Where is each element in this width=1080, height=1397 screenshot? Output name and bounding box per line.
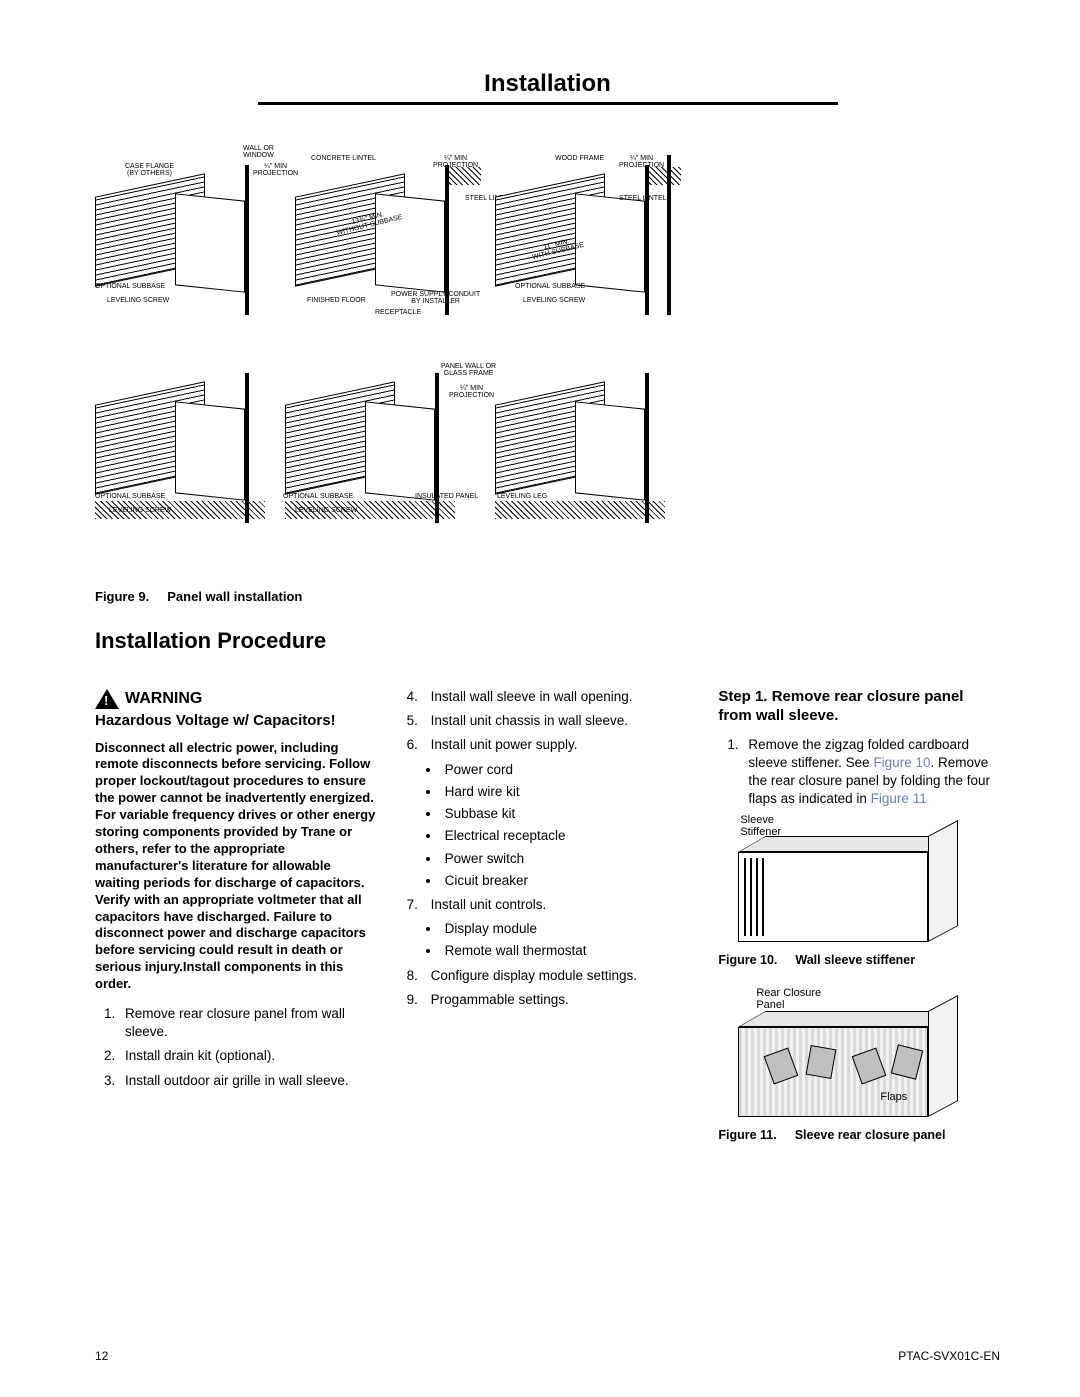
list-number: 9. bbox=[407, 991, 431, 1009]
list-number: 7. bbox=[407, 896, 431, 914]
list-item: Remove rear closure panel from wall slee… bbox=[119, 1005, 377, 1041]
figure-10-ref: Figure 10 bbox=[873, 755, 930, 770]
figure-10-caption: Figure 10. Wall sleeve stiffener bbox=[718, 952, 1000, 969]
figure-11-caption-text: Sleeve rear closure panel bbox=[795, 1127, 946, 1144]
label-power-supply: POWER SUPPLY CONDUITBY INSTALLER bbox=[391, 291, 480, 306]
list-number: 4. bbox=[407, 688, 431, 706]
list-item: Hard wire kit bbox=[441, 783, 689, 801]
list-item: Install unit power supply. bbox=[431, 736, 578, 754]
doc-id: PTAC-SVX01C-EN bbox=[898, 1349, 1000, 1363]
column-3: Step 1. Remove rear closure panel from w… bbox=[718, 688, 1000, 1144]
figure-11-ref: Figure 11 bbox=[871, 791, 927, 806]
label-receptacle: RECEPTACLE bbox=[375, 309, 421, 316]
label-optional-subbase-3: OPTIONAL SUBBASE bbox=[95, 493, 165, 500]
warning-triangle-icon bbox=[95, 689, 119, 709]
label-wall-or-window: WALL ORWINDOW bbox=[243, 145, 274, 160]
label-concrete-lintel: CONCRETE LINTEL bbox=[311, 155, 376, 162]
step-1-list: Remove the zigzag folded cardboard sleev… bbox=[718, 736, 1000, 809]
list-item: Electrical receptacle bbox=[441, 827, 689, 845]
list-item: Progammable settings. bbox=[431, 991, 569, 1009]
step-1-title: Step 1. Remove rear closure panel from w… bbox=[718, 688, 1000, 726]
figure-9-caption-prefix: Figure 9. bbox=[95, 589, 149, 604]
label-wood-frame: WOOD FRAME bbox=[555, 155, 604, 162]
warning-header: WARNING bbox=[95, 688, 377, 710]
section-title: Installation Procedure bbox=[95, 628, 1000, 654]
figure-9-diagram: WALL ORWINDOW CASE FLANGE(BY OTHERS) ¼" … bbox=[95, 145, 1000, 575]
list-item: Configure display module settings. bbox=[431, 967, 637, 985]
list-item: Install outdoor air grille in wall sleev… bbox=[119, 1072, 377, 1090]
label-steel-lintel-2: STEEL LINTEL bbox=[619, 195, 667, 202]
label-finished-floor: FINISHED FLOOR bbox=[307, 297, 366, 304]
list-item: Cicuit breaker bbox=[441, 872, 689, 890]
label-quarter-min-proj-4: ¼" MINPROJECTION bbox=[449, 385, 494, 400]
list-item: Install unit chassis in wall sleeve. bbox=[431, 712, 628, 730]
label-leveling-screw-4: LEVELING SCREW bbox=[295, 507, 357, 514]
list-item: Power cord bbox=[441, 761, 689, 779]
label-optional-subbase-4: OPTIONAL SUBBASE bbox=[283, 493, 353, 500]
figure-10: SleeveStiffener bbox=[718, 818, 1000, 946]
list-number: 8. bbox=[407, 967, 431, 985]
page-title: Installation bbox=[258, 70, 838, 105]
content-columns: WARNING Hazardous Voltage w/ Capacitors!… bbox=[95, 688, 1000, 1144]
label-leveling-screw-1: LEVELING SCREW bbox=[107, 297, 169, 304]
figure-10-caption-prefix: Figure 10. bbox=[718, 952, 777, 969]
column-1: WARNING Hazardous Voltage w/ Capacitors!… bbox=[95, 688, 377, 1144]
list-item: Install unit controls. bbox=[431, 896, 547, 914]
label-panel-wall-or-glass: PANEL WALL ORGLASS FRAME bbox=[441, 363, 496, 378]
list-item: Subbase kit bbox=[441, 805, 689, 823]
label-leveling-screw-2: LEVELING SCREW bbox=[523, 297, 585, 304]
list-item: Remote wall thermostat bbox=[441, 942, 689, 960]
figure-11-drawing: Flaps bbox=[738, 1011, 958, 1121]
figure-11-flaps-label: Flaps bbox=[880, 1091, 907, 1103]
warning-body: Disconnect all electric power, including… bbox=[95, 740, 377, 993]
list-item: Power switch bbox=[441, 850, 689, 868]
figure-9-caption: Figure 9. Panel wall installation bbox=[95, 589, 1000, 604]
label-optional-subbase-2: OPTIONAL SUBBASE bbox=[515, 283, 585, 290]
figure-10-drawing bbox=[738, 836, 958, 946]
label-leveling-screw-3: LEVELING SCREW bbox=[109, 507, 171, 514]
column-2: 4.Install wall sleeve in wall opening. 5… bbox=[407, 688, 689, 1144]
warning-subtitle: Hazardous Voltage w/ Capacitors! bbox=[95, 712, 377, 730]
list-number: 6. bbox=[407, 736, 431, 754]
figure-10-caption-text: Wall sleeve stiffener bbox=[795, 952, 915, 969]
list-item: Remove the zigzag folded cardboard sleev… bbox=[742, 736, 1000, 809]
figure-11: Rear ClosurePanel Flaps bbox=[718, 991, 1000, 1121]
list-item: Display module bbox=[441, 920, 689, 938]
controls-bullets: Display module Remote wall thermostat bbox=[417, 920, 689, 960]
figure-11-caption: Figure 11. Sleeve rear closure panel bbox=[718, 1127, 1000, 1144]
label-case-flange: CASE FLANGE(BY OTHERS) bbox=[125, 163, 174, 178]
page-number: 12 bbox=[95, 1349, 108, 1363]
figure-11-rear-label: Rear ClosurePanel bbox=[756, 987, 821, 1011]
figure-9-caption-text: Panel wall installation bbox=[167, 589, 302, 604]
list-item: Install drain kit (optional). bbox=[119, 1047, 377, 1065]
label-optional-subbase-1: OPTIONAL SUBBASE bbox=[95, 283, 165, 290]
power-supply-bullets: Power cord Hard wire kit Subbase kit Ele… bbox=[417, 761, 689, 890]
list-number: 5. bbox=[407, 712, 431, 730]
figure-10-stiffener-label: SleeveStiffener bbox=[740, 814, 781, 838]
list-item: Install wall sleeve in wall opening. bbox=[431, 688, 633, 706]
label-quarter-min-proj-2: ¼" MINPROJECTION bbox=[433, 155, 478, 170]
label-leveling-leg: LEVELING LEG bbox=[497, 493, 547, 500]
figure-11-caption-prefix: Figure 11. bbox=[718, 1127, 776, 1144]
column-1-list: Remove rear closure panel from wall slee… bbox=[95, 1005, 377, 1090]
label-quarter-min-proj-3: ¼" MINPROJECTION bbox=[619, 155, 664, 170]
warning-label: WARNING bbox=[125, 688, 202, 710]
label-insulated-panel: INSULATED PANEL bbox=[415, 493, 478, 500]
page-footer: 12 PTAC-SVX01C-EN bbox=[95, 1349, 1000, 1363]
label-quarter-min-proj-1: ¼" MINPROJECTION bbox=[253, 163, 298, 178]
